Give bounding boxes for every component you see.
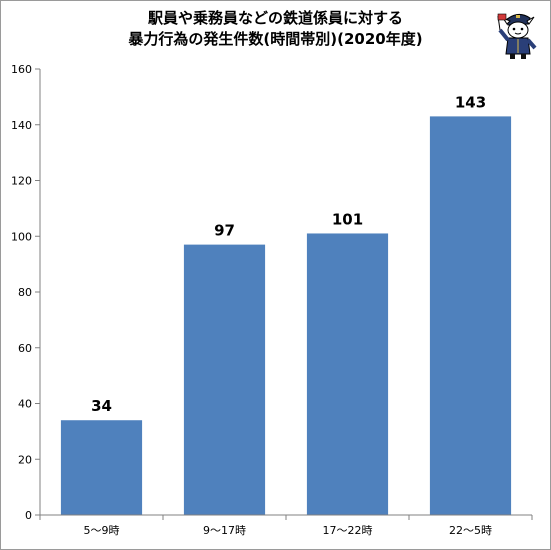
data-label-1: 34 <box>91 397 112 415</box>
x-category-label: 9〜17時 <box>203 524 246 537</box>
data-label-2: 97 <box>214 222 235 240</box>
data-label-4: 143 <box>455 93 486 111</box>
y-tick-label: 0 <box>25 509 32 522</box>
chart-title-line-1: 駅員や乗務員などの鉄道係員に対する <box>147 9 403 27</box>
y-tick-label: 80 <box>18 286 32 299</box>
x-category-label: 22〜5時 <box>449 524 492 537</box>
y-tick-label: 160 <box>11 63 32 76</box>
y-tick-label: 20 <box>18 453 32 466</box>
y-tick-label: 100 <box>11 230 32 243</box>
bar-1 <box>60 420 143 515</box>
y-tick-label: 60 <box>18 342 32 355</box>
y-tick-label: 140 <box>11 119 32 132</box>
bar-2 <box>183 244 266 516</box>
y-tick-label: 40 <box>18 398 32 411</box>
data-label-3: 101 <box>332 210 363 228</box>
x-category-label: 17〜22時 <box>323 524 373 537</box>
chart-title: 駅員や乗務員などの鉄道係員に対する 暴力行為の発生件数(時間帯別)(2020年度… <box>0 8 551 50</box>
bar-3 <box>306 233 389 515</box>
y-tick-label: 120 <box>11 175 32 188</box>
x-category-label: 5〜9時 <box>84 524 120 537</box>
chart-title-line-2: 暴力行為の発生件数(時間帯別)(2020年度) <box>128 30 423 48</box>
station-staff-mascot-icon <box>497 13 537 59</box>
bar-4 <box>429 116 512 515</box>
